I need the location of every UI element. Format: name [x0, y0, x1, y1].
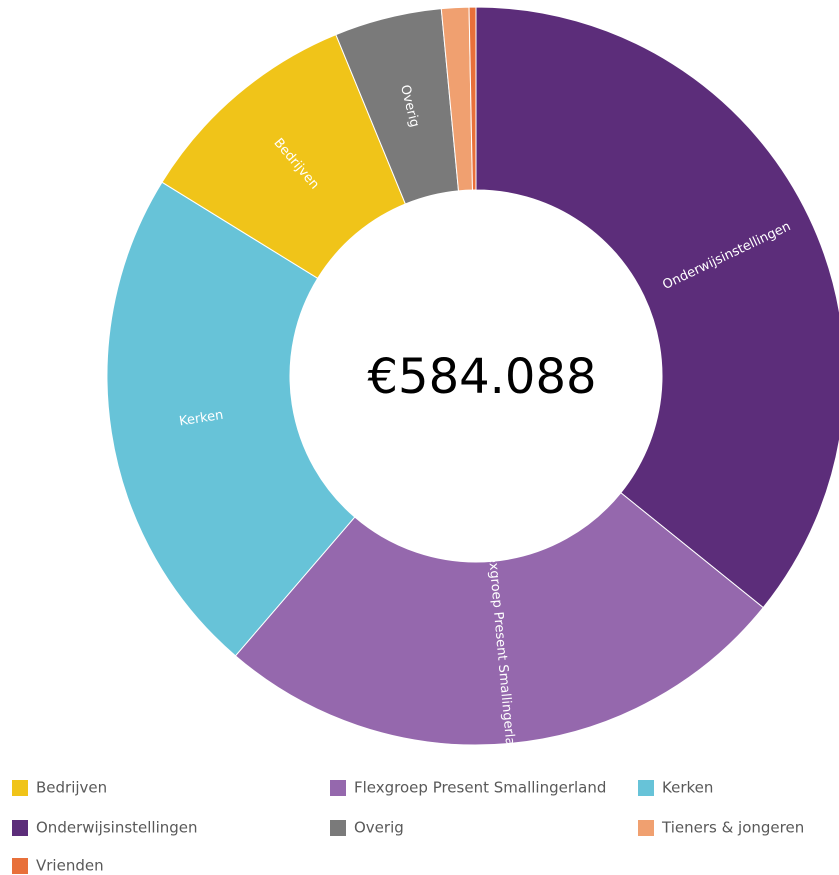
donut-slice [475, 6, 839, 609]
legend-label: Bedrijven [36, 779, 107, 797]
legend-label: Onderwijsinstellingen [36, 819, 198, 837]
legend-swatch [12, 858, 28, 874]
legend-swatch [12, 820, 28, 836]
legend-label: Tieners & jongeren [661, 819, 804, 837]
donut-slice [468, 6, 477, 191]
legend-swatch [12, 780, 28, 796]
legend-swatch [638, 780, 654, 796]
slice-label: Kerken [178, 408, 224, 430]
center-label: €584.088 [367, 349, 596, 405]
legend-label: Kerken [662, 779, 713, 797]
legend-swatch [330, 820, 346, 836]
legend-label: Vrienden [36, 857, 104, 875]
legend-swatch [638, 820, 654, 836]
legend-label: Overig [354, 819, 404, 837]
donut-slice [234, 492, 764, 746]
donut-slice [106, 181, 356, 657]
legend-swatch [330, 780, 346, 796]
legend-label: Flexgroep Present Smallingerland [354, 779, 606, 797]
